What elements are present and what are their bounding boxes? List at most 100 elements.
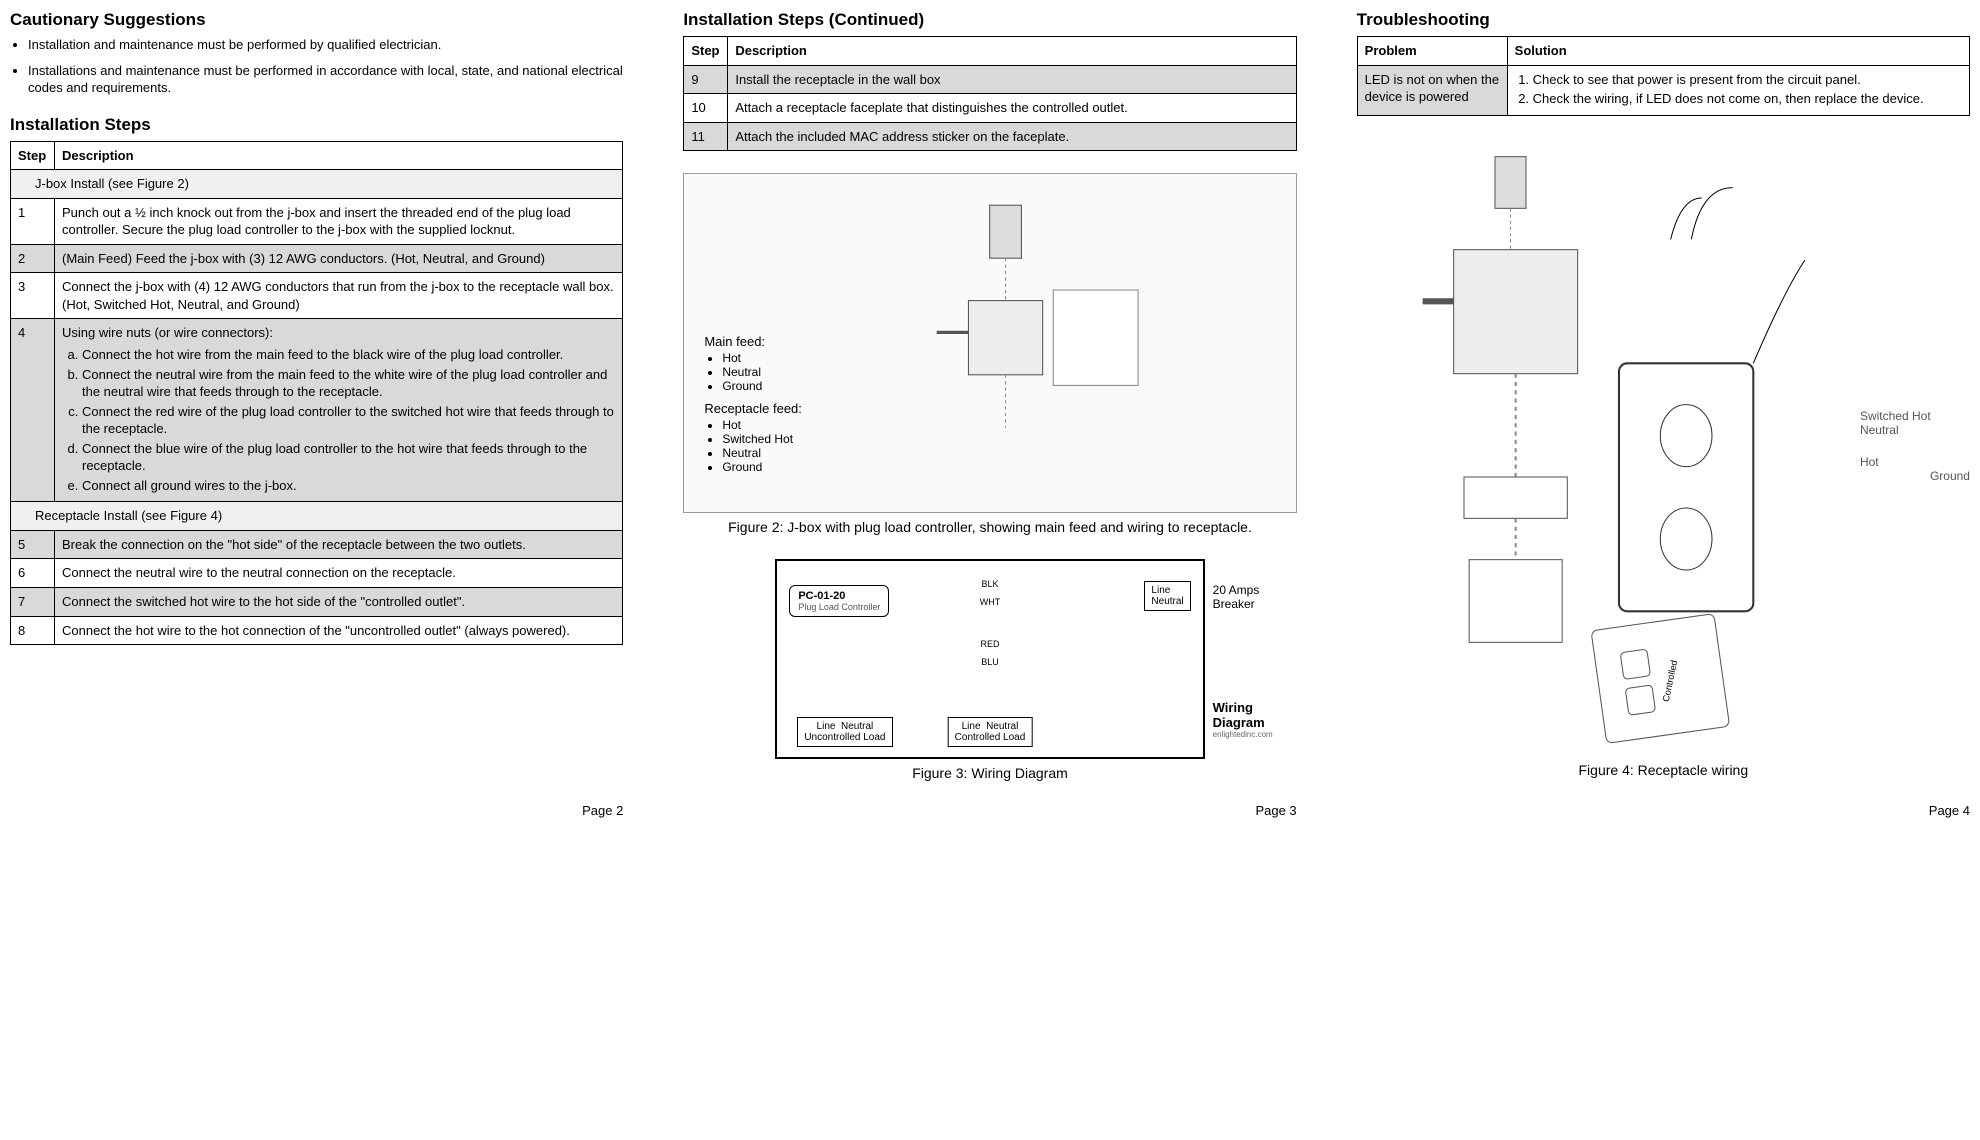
step4-item: Connect the hot wire from the main feed … [82, 346, 615, 364]
th-problem: Problem [1357, 37, 1507, 66]
page-number: Page 2 [10, 795, 623, 818]
wiring-title-side: Wiring Diagram enlightedinc.com [1213, 700, 1283, 739]
wiring-pc-sub: Plug Load Controller [798, 602, 880, 612]
load-unc-label: Uncontrolled Load [804, 732, 885, 743]
th-step: Step [11, 141, 55, 170]
subheader-receptacle: Receptacle Install (see Figure 4) [11, 502, 623, 531]
step-desc: Attach a receptacle faceplate that disti… [728, 94, 1296, 123]
wire-red: RED [980, 639, 999, 649]
wiring-pc-label: PC-01-20 [798, 590, 880, 602]
feed-item: Ground [722, 460, 802, 474]
cautionary-item: Installation and maintenance must be per… [28, 36, 623, 54]
step-num: 4 [11, 319, 55, 502]
cautionary-list: Installation and maintenance must be per… [10, 36, 623, 105]
column-page2: Cautionary Suggestions Installation and … [10, 10, 623, 818]
load-neutral: Neutral [986, 721, 1018, 732]
heading-install-cont: Installation Steps (Continued) [683, 10, 1296, 30]
load-con-label: Controlled Load [955, 732, 1026, 743]
wiring-pc-box: PC-01-20 Plug Load Controller [789, 585, 889, 617]
step-num: 8 [11, 616, 55, 645]
wiring-sub-text: enlightedinc.com [1213, 730, 1283, 739]
install-steps-table-cont: Step Description 9Install the receptacle… [683, 36, 1296, 151]
wire-blk: BLK [981, 579, 998, 589]
solution-list: Check to see that power is present from … [1515, 71, 1962, 108]
solution-item: Check to see that power is present from … [1533, 71, 1962, 89]
load-line: Line [817, 721, 836, 732]
feed-item: Hot [722, 418, 802, 432]
wiring-uncontrolled: Line Neutral Uncontrolled Load [797, 717, 892, 747]
step-desc: Connect the hot wire to the hot connecti… [55, 616, 623, 645]
feed-item: Neutral [722, 446, 802, 460]
step-desc: Break the connection on the "hot side" o… [55, 530, 623, 559]
step-desc: Punch out a ½ inch knock out from the j-… [55, 198, 623, 244]
step4-intro: Using wire nuts (or wire connectors): [62, 325, 273, 340]
step-num: 10 [684, 94, 728, 123]
step4-item: Connect the neutral wire from the main f… [82, 366, 615, 401]
step-num: 7 [11, 588, 55, 617]
wiring-breaker-label: 20 Amps Breaker [1213, 583, 1283, 611]
step-num: 3 [11, 273, 55, 319]
step-num: 1 [11, 198, 55, 244]
heading-troubleshoot: Troubleshooting [1357, 10, 1970, 30]
step-num: 2 [11, 244, 55, 273]
label-hot: Hot [1860, 455, 1879, 469]
figure3-caption: Figure 3: Wiring Diagram [683, 765, 1296, 781]
step-num: 9 [684, 65, 728, 94]
step-num: 6 [11, 559, 55, 588]
solution-item: Check the wiring, if LED does not come o… [1533, 90, 1962, 108]
page-number: Page 3 [683, 795, 1296, 818]
wiring-line-label: Line [1151, 585, 1183, 596]
figure4-caption: Figure 4: Receptacle wiring [1357, 762, 1970, 778]
load-line: Line [962, 721, 981, 732]
th-step: Step [684, 37, 728, 66]
step-desc: Install the receptacle in the wall box [728, 65, 1296, 94]
figure2-diagram: Main feed: Hot Neutral Ground Receptacle… [683, 173, 1296, 513]
cautionary-item: Installations and maintenance must be pe… [28, 62, 623, 97]
label-switched-hot: Switched Hot [1860, 409, 1931, 423]
step-desc: Connect the j-box with (4) 12 AWG conduc… [55, 273, 623, 319]
recep-feed-heading: Receptacle feed: [704, 401, 802, 416]
th-solution: Solution [1507, 37, 1969, 66]
step4-sublist: Connect the hot wire from the main feed … [62, 346, 615, 494]
install-steps-table: Step Description J-box Install (see Figu… [10, 141, 623, 645]
heading-install: Installation Steps [10, 115, 623, 135]
step-desc: Attach the included MAC address sticker … [728, 122, 1296, 151]
wiring-title-text: Wiring Diagram [1213, 700, 1283, 730]
step4-item: Connect the blue wire of the plug load c… [82, 440, 615, 475]
step-desc: Using wire nuts (or wire connectors): Co… [55, 319, 623, 502]
recep-feed-list: Hot Switched Hot Neutral Ground [704, 418, 802, 474]
th-desc: Description [728, 37, 1296, 66]
main-feed-list: Hot Neutral Ground [704, 351, 802, 393]
step4-item: Connect all ground wires to the j-box. [82, 477, 615, 495]
step-desc: Connect the switched hot wire to the hot… [55, 588, 623, 617]
wiring-controlled: Line Neutral Controlled Load [948, 717, 1033, 747]
fig2-labels: Main feed: Hot Neutral Ground Receptacle… [704, 334, 802, 474]
label-neutral: Neutral [1860, 423, 1899, 437]
subheader-jbox: J-box Install (see Figure 2) [11, 170, 623, 199]
feed-item: Neutral [722, 365, 802, 379]
step4-item: Connect the red wire of the plug load co… [82, 403, 615, 438]
receptacle-svg: Controlled [1357, 136, 1860, 756]
fig4-wire-labels: Switched Hot Neutral Hot Ground [1860, 409, 1970, 483]
step-num: 5 [11, 530, 55, 559]
solution-cell: Check to see that power is present from … [1507, 65, 1969, 115]
step-num: 11 [684, 122, 728, 151]
feed-item: Hot [722, 351, 802, 365]
wiring-breaker-box: Line Neutral [1144, 581, 1190, 611]
figure2-caption: Figure 2: J-box with plug load controlle… [683, 519, 1296, 535]
figure4-diagram: Controlled Switched Hot Neutral Hot Grou… [1357, 136, 1970, 756]
wire-blu: BLU [981, 657, 999, 667]
step-desc: Connect the neutral wire to the neutral … [55, 559, 623, 588]
feed-item: Switched Hot [722, 432, 802, 446]
th-desc: Description [55, 141, 623, 170]
problem-cell: LED is not on when the device is powered [1357, 65, 1507, 115]
wiring-diagram-box: PC-01-20 Plug Load Controller Line Neutr… [775, 559, 1204, 759]
step-desc: (Main Feed) Feed the j-box with (3) 12 A… [55, 244, 623, 273]
heading-cautionary: Cautionary Suggestions [10, 10, 623, 30]
load-neutral: Neutral [841, 721, 873, 732]
label-ground: Ground [1930, 469, 1970, 483]
column-page3: Installation Steps (Continued) Step Desc… [683, 10, 1296, 818]
page-number: Page 4 [1357, 795, 1970, 818]
main-feed-heading: Main feed: [704, 334, 802, 349]
wire-wht: WHT [980, 597, 1001, 607]
